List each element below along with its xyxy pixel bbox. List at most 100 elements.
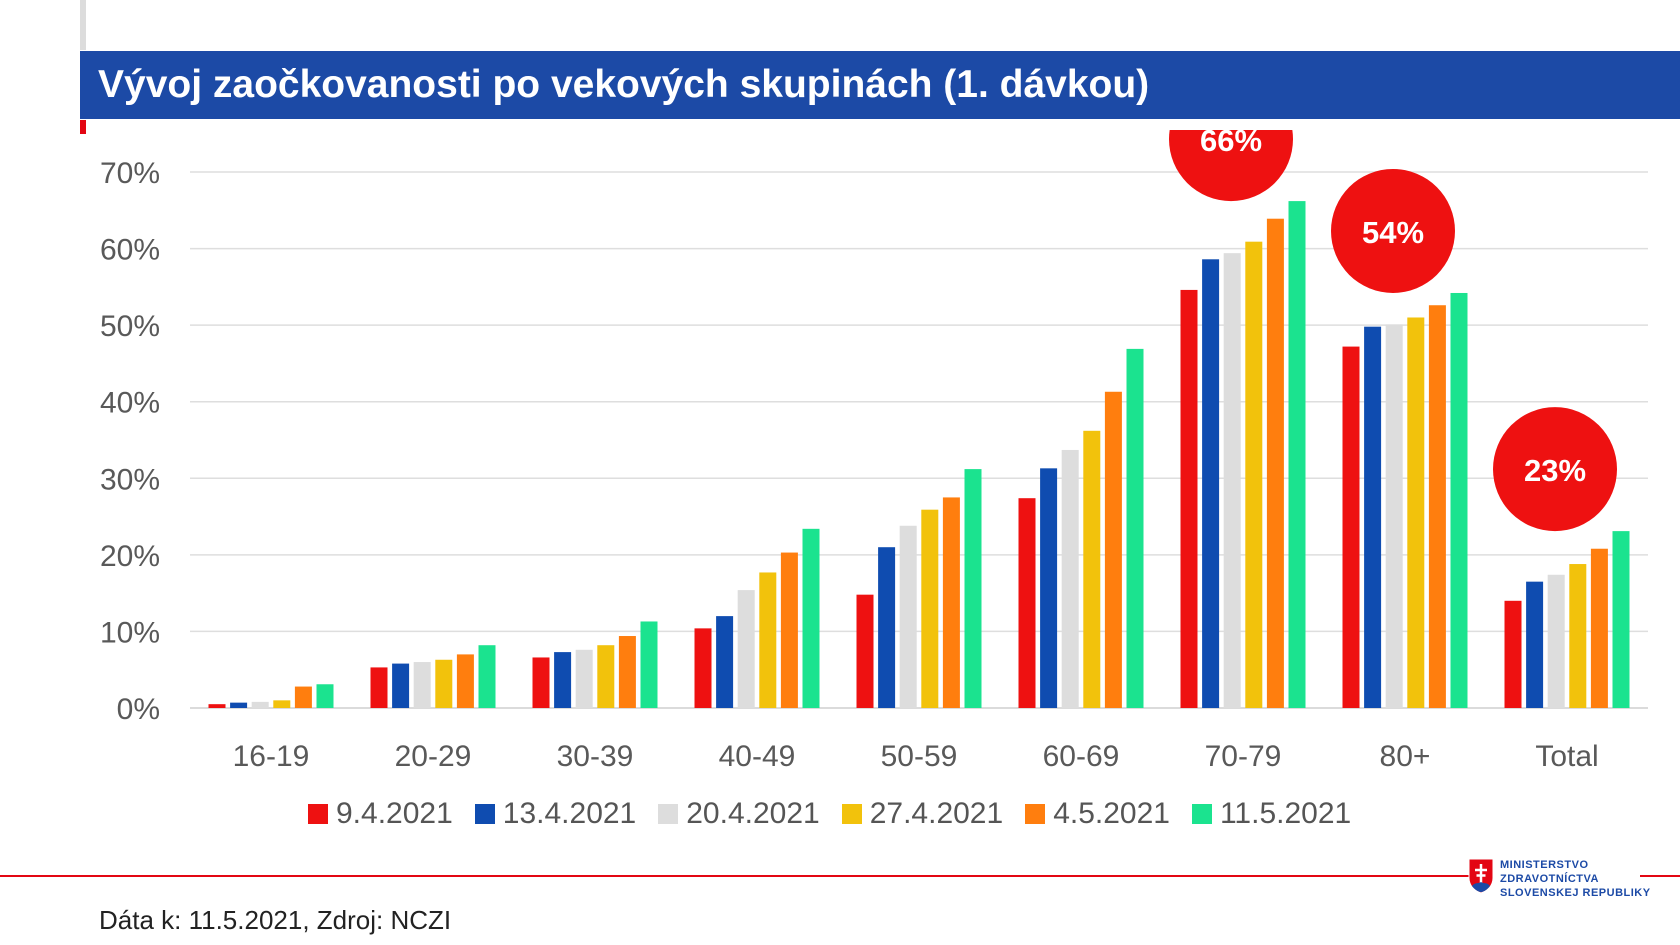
bar	[230, 702, 248, 708]
bar	[413, 662, 431, 708]
legend-swatch	[658, 804, 679, 824]
bar	[435, 659, 453, 708]
legend-item: 9.4.2021	[308, 797, 453, 831]
x-tick-label: 70-79	[1205, 740, 1282, 773]
bar	[1385, 324, 1403, 708]
callout-circle	[1169, 130, 1293, 202]
chart-legend: 9.4.2021 13.4.2021 20.4.2021 27.4.2021 4.5.2…	[308, 797, 1351, 831]
bar	[942, 497, 960, 708]
y-tick-label: 0%	[117, 693, 160, 726]
legend-item: 20.4.2021	[658, 797, 820, 831]
bar	[921, 509, 939, 708]
bar	[532, 657, 550, 708]
x-tick-label: 20-29	[395, 740, 472, 773]
left-decor-rule	[80, 0, 86, 50]
left-decor-accent	[80, 120, 86, 134]
x-tick-label: 80+	[1380, 740, 1431, 773]
x-tick-label: 60-69	[1043, 740, 1120, 773]
bar	[878, 547, 896, 708]
legend-item: 11.5.2021	[1191, 797, 1351, 831]
legend-swatch	[1191, 804, 1212, 824]
y-tick-label: 60%	[100, 234, 160, 267]
callout-circle	[1493, 407, 1617, 532]
bar	[251, 701, 269, 708]
legend-label: 9.4.2021	[336, 797, 453, 830]
bar-chart: 0% 10% 20% 30% 40% 50% 60% 70% 16-19 20-29 30-39 40…	[100, 130, 1648, 773]
bar	[1083, 430, 1101, 708]
bar	[370, 667, 388, 708]
bar	[1223, 253, 1241, 708]
logo-line-3: SLOVENSKEJ REPUBLIKY	[1500, 887, 1651, 899]
bar	[273, 700, 291, 708]
bar	[618, 636, 636, 708]
bar	[737, 590, 755, 708]
legend-label: 27.4.2021	[869, 797, 1004, 830]
bar	[1407, 317, 1425, 708]
bar	[964, 469, 982, 708]
legend-item: 13.4.2021	[474, 797, 637, 831]
bar	[575, 649, 593, 708]
legend-label: 13.4.2021	[502, 797, 637, 830]
logo-line-2: ZDRAVOTNÍCTVA	[1500, 873, 1599, 885]
bar	[1612, 531, 1630, 708]
bar	[456, 654, 474, 708]
bar	[1104, 391, 1122, 708]
bar	[1364, 326, 1382, 708]
bar	[392, 663, 410, 708]
callout-label: 23%	[1524, 453, 1586, 488]
bar	[802, 528, 820, 708]
legend-swatch	[308, 804, 328, 824]
x-tick-label: 50-59	[881, 740, 958, 773]
bar	[1040, 468, 1058, 708]
logo-line-1: MINISTERSTVO	[1500, 859, 1589, 871]
bar	[478, 645, 496, 708]
y-tick-label: 70%	[100, 157, 160, 190]
bar	[597, 645, 615, 708]
callout-label: 54%	[1362, 215, 1424, 250]
bar	[856, 594, 874, 708]
bar	[554, 652, 572, 708]
y-tick-label: 50%	[100, 310, 160, 343]
bar	[694, 628, 712, 708]
x-tick-label: Total	[1535, 740, 1598, 773]
page-title: Vývoj zaočkovanosti po vekových skupinác…	[98, 63, 1150, 106]
callout-circle	[1331, 168, 1455, 293]
bar	[1288, 201, 1306, 708]
bar	[294, 686, 312, 708]
y-tick-label: 10%	[100, 616, 160, 649]
x-tick-label: 16-19	[233, 740, 310, 773]
legend-item: 4.5.2021	[1025, 797, 1170, 831]
bar	[640, 621, 658, 708]
bar	[1526, 581, 1544, 708]
y-tick-label: 30%	[100, 463, 160, 496]
legend-swatch	[1025, 804, 1046, 824]
bar	[780, 552, 798, 708]
bar	[716, 616, 734, 708]
coat-of-arms-icon	[1468, 858, 1494, 894]
bar	[1450, 292, 1468, 708]
ministry-logo: MINISTERSTVO ZDRAVOTNÍCTVA SLOVENSKEJ RE…	[1468, 858, 1651, 900]
bar	[1569, 564, 1587, 708]
footer-divider	[0, 875, 1470, 877]
legend-swatch	[474, 804, 495, 824]
bar	[1266, 218, 1284, 709]
title-bar: Vývoj zaočkovanosti po vekových skupinác…	[80, 51, 1680, 119]
bar	[1590, 548, 1608, 708]
bar	[1018, 498, 1036, 708]
x-tick-label: 40-49	[719, 740, 796, 773]
bar	[1180, 289, 1198, 708]
bar	[1202, 259, 1220, 708]
legend-swatch	[841, 804, 862, 824]
bar	[1126, 348, 1144, 708]
legend-label: 4.5.2021	[1053, 797, 1170, 830]
bar	[1428, 305, 1446, 708]
bar	[208, 704, 226, 708]
bar	[1504, 600, 1522, 708]
bar	[1342, 346, 1360, 708]
bar	[1061, 449, 1079, 708]
callout-label: 66%	[1200, 130, 1262, 158]
x-tick-label: 30-39	[557, 740, 634, 773]
footer-divider-end	[1640, 875, 1680, 877]
legend-label: 20.4.2021	[686, 797, 820, 830]
data-source-note: Dáta k: 11.5.2021, Zdroj: NCZI	[99, 905, 452, 935]
